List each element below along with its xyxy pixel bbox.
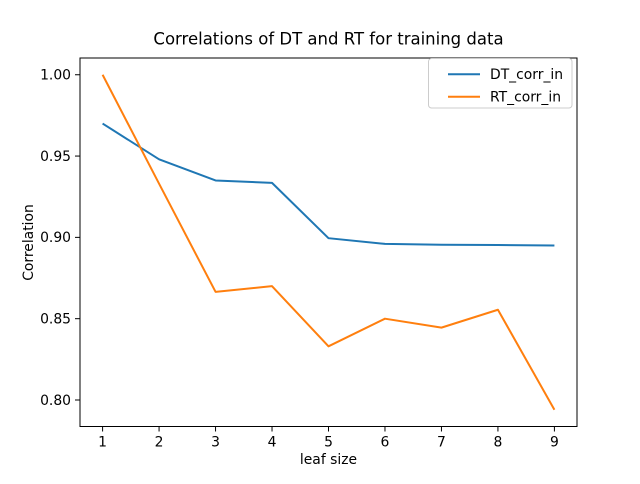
legend-entry-label: DT_corr_in — [490, 67, 563, 83]
x-tick-label: 2 — [155, 435, 164, 451]
x-tick-label: 3 — [211, 435, 220, 451]
x-tick-label: 8 — [494, 435, 503, 451]
y-tick-label: 1.00 — [40, 68, 71, 84]
y-tick-label: 0.90 — [40, 230, 71, 246]
series-line-RT_corr_in — [101, 74, 556, 411]
legend: DT_corr_in RT_corr_in — [428, 58, 573, 109]
plot-area-border — [79, 57, 578, 427]
legend-frame — [428, 58, 573, 109]
legend-entry-label: RT_corr_in — [490, 89, 561, 105]
x-tick-label: 1 — [98, 435, 107, 451]
x-axis-ticks: 1 2 3 4 5 6 7 8 9 — [98, 426, 559, 451]
x-tick-label: 4 — [268, 435, 277, 451]
chart-title: Correlations of DT and RT for training d… — [153, 30, 503, 49]
series-line-DT_corr_in — [102, 122, 555, 247]
x-tick-label: 6 — [381, 435, 390, 451]
series-lines — [101, 74, 556, 411]
y-axis-ticks: 0.80 0.85 0.90 0.95 1.00 — [40, 68, 80, 409]
y-tick-label: 0.85 — [40, 311, 71, 327]
x-axis-label: leaf size — [300, 452, 357, 468]
y-tick-label: 0.95 — [40, 149, 71, 165]
x-tick-label: 9 — [550, 435, 559, 451]
x-tick-label: 5 — [324, 435, 333, 451]
x-tick-label: 7 — [437, 435, 446, 451]
y-tick-label: 0.80 — [40, 393, 71, 409]
y-axis-label: Correlation — [21, 204, 37, 281]
